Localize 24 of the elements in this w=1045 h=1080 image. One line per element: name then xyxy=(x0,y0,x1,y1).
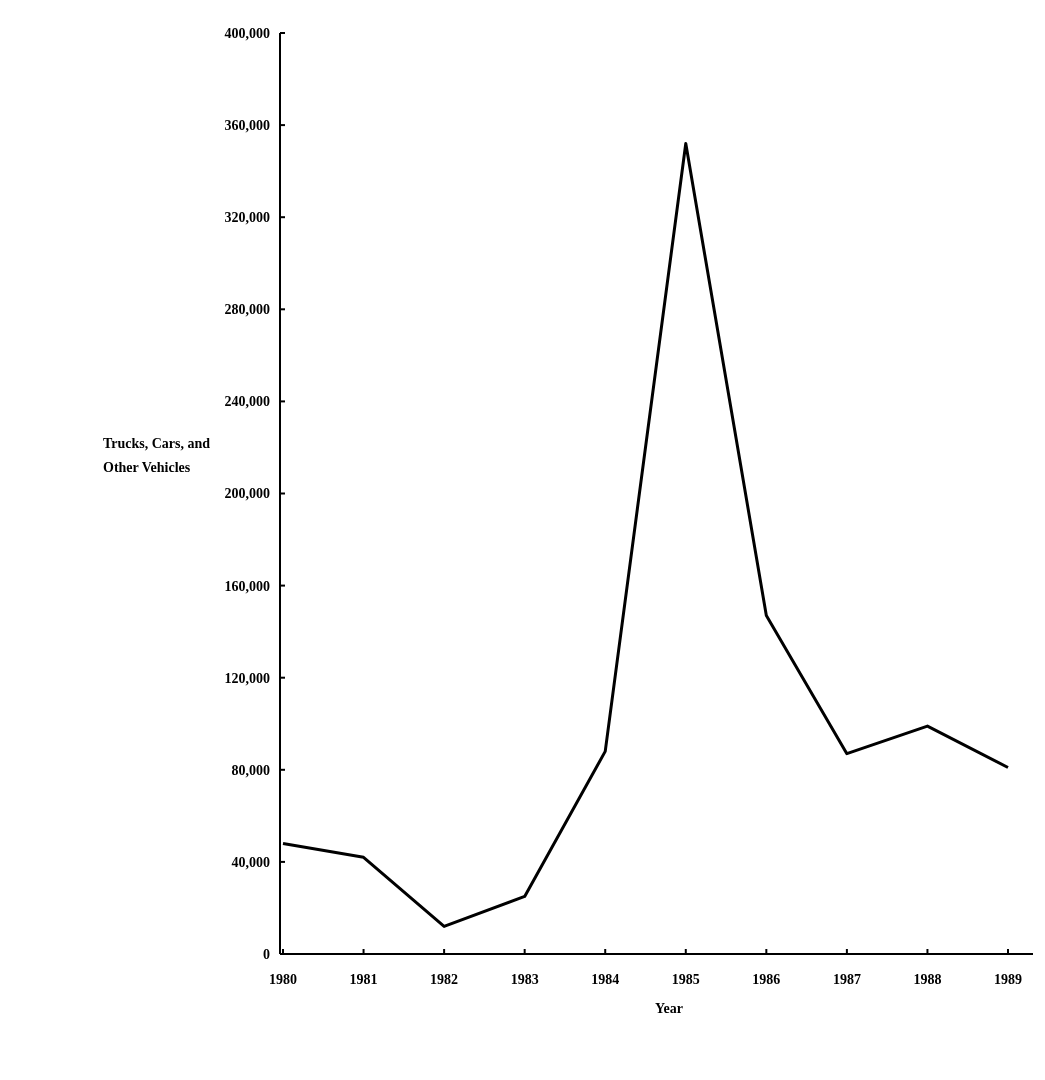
y-tick-label: 40,000 xyxy=(231,854,270,870)
y-tick-label: 80,000 xyxy=(231,762,270,778)
y-tick-label: 400,000 xyxy=(224,25,270,41)
x-tick-label: 1983 xyxy=(510,972,539,987)
x-tick-label: 1986 xyxy=(752,972,781,987)
y-tick-label: 200,000 xyxy=(224,486,270,502)
x-tick-label: 1981 xyxy=(349,972,378,987)
x-tick-label: 1988 xyxy=(913,972,942,987)
y-tick-label: 360,000 xyxy=(224,118,270,133)
x-tick-label: 1980 xyxy=(269,972,297,987)
y-tick-label: 320,000 xyxy=(224,210,270,226)
x-tick-label: 1987 xyxy=(832,972,861,987)
line-series xyxy=(281,142,1010,928)
x-tick-label: 1984 xyxy=(591,972,620,987)
x-tick-label: 1989 xyxy=(994,972,1022,987)
y-tick-label: 120,000 xyxy=(224,670,270,686)
y-axis-title: Trucks, Cars, and Other Vehicles xyxy=(103,436,211,475)
x-tick-label: 1985 xyxy=(671,972,700,987)
y-tick-label: 0 xyxy=(263,946,270,962)
y-tick-label: 160,000 xyxy=(224,578,270,594)
y-tick-label: 280,000 xyxy=(224,302,270,318)
x-tick-label: 1982 xyxy=(430,972,459,987)
y-tick-label: 240,000 xyxy=(224,394,270,410)
x-axis-title: Year xyxy=(655,1001,683,1016)
